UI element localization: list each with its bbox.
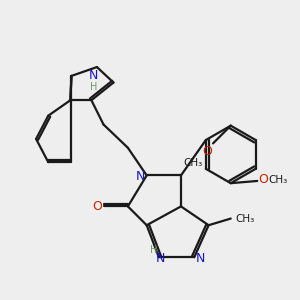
Text: O: O	[202, 145, 212, 158]
Text: N: N	[196, 252, 206, 265]
Text: N: N	[89, 69, 98, 82]
Text: H: H	[150, 244, 157, 254]
Text: N: N	[155, 252, 165, 265]
Text: CH₃: CH₃	[269, 175, 288, 185]
Text: CH₃: CH₃	[184, 158, 203, 168]
Text: H: H	[90, 82, 97, 92]
Text: O: O	[258, 173, 268, 186]
Text: N: N	[135, 170, 145, 183]
Text: O: O	[92, 200, 102, 213]
Text: CH₃: CH₃	[236, 214, 255, 224]
